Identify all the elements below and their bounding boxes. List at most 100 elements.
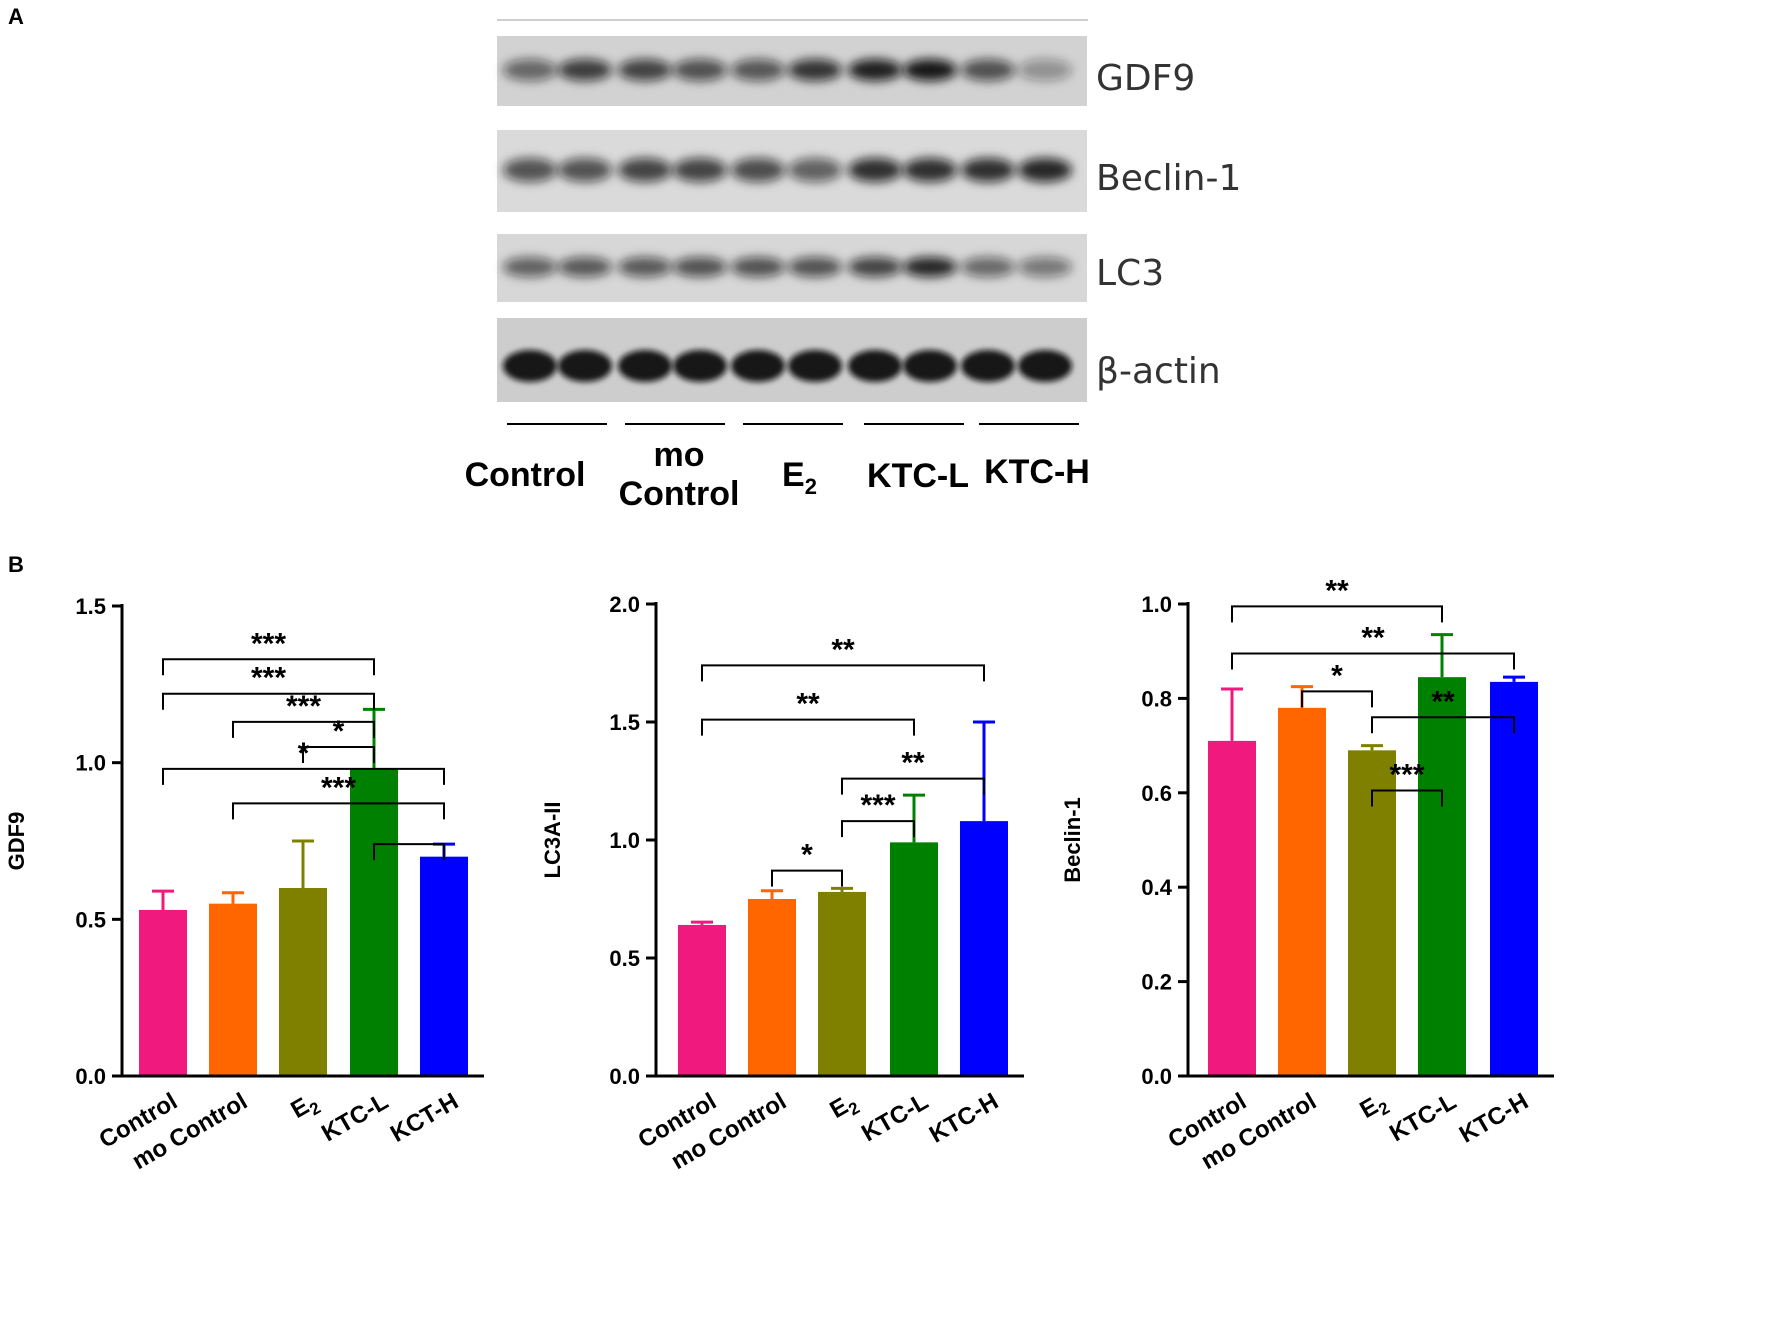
- significance-bracket: [841, 820, 915, 838]
- significance-label: *: [1331, 659, 1343, 692]
- significance-label: **: [901, 747, 925, 780]
- bar: [818, 891, 866, 1076]
- y-tick-label: 0.8: [1141, 686, 1172, 711]
- blot-band: [788, 257, 842, 277]
- bar: [1418, 677, 1466, 1076]
- category-label: KTC-H: [925, 1088, 1003, 1149]
- significance-bracket: [701, 718, 915, 736]
- panel-b-label: B: [8, 552, 24, 577]
- bar: [960, 821, 1008, 1076]
- y-tick-label: 0.5: [75, 907, 106, 932]
- blot-band: [503, 158, 557, 182]
- y-tick-label: 0.2: [1141, 970, 1172, 995]
- y-tick-label: 1.0: [1141, 592, 1172, 617]
- significance-label: ***: [1389, 758, 1424, 791]
- blot-band: [618, 158, 672, 182]
- bar: [1278, 707, 1326, 1076]
- y-tick-label: 0.0: [75, 1064, 106, 1089]
- band-label-lc3: LC3: [1096, 253, 1164, 294]
- bar: [139, 909, 187, 1076]
- bar: [1208, 740, 1256, 1076]
- blot-band: [961, 350, 1015, 382]
- bar: [350, 768, 398, 1076]
- blot-band: [788, 350, 842, 382]
- y-tick-label: 0.0: [1141, 1064, 1172, 1089]
- category-label: KTC-H: [1455, 1088, 1533, 1149]
- blot-band: [558, 59, 612, 81]
- group-label-ktc-l: KTC-L: [867, 457, 969, 495]
- group-label-e2: E2: [782, 456, 817, 499]
- blot-band: [903, 59, 957, 81]
- significance-label: *: [298, 737, 310, 770]
- blot-band: [618, 59, 672, 81]
- bar: [420, 856, 468, 1076]
- significance-bracket: [302, 746, 375, 763]
- y-axis-title: GDF9: [4, 812, 29, 871]
- y-tick-label: 0.0: [609, 1064, 640, 1089]
- significance-bracket: [373, 843, 445, 861]
- bar: [209, 903, 257, 1076]
- significance-label: **: [1431, 685, 1455, 718]
- blot-band: [673, 158, 727, 182]
- blot-band: [848, 59, 902, 81]
- group-label-control: Control: [465, 456, 586, 494]
- category-label: E2: [286, 1088, 324, 1128]
- bar: [279, 888, 327, 1076]
- significance-label: ***: [251, 627, 286, 660]
- blot-band: [788, 158, 842, 182]
- significance-bracket: [701, 664, 985, 682]
- category-label: KTC-L: [1385, 1088, 1461, 1147]
- blot-band: [731, 350, 785, 382]
- significance-bracket: [771, 869, 843, 887]
- blot-band: [673, 257, 727, 277]
- blot-band: [848, 257, 902, 277]
- y-tick-label: 1.0: [609, 828, 640, 853]
- significance-label: *: [801, 839, 813, 872]
- bar: [1490, 681, 1538, 1076]
- y-tick-label: 1.5: [75, 594, 106, 619]
- bar: [678, 924, 726, 1076]
- category-label: KCT-H: [386, 1088, 463, 1148]
- significance-bracket: [162, 658, 375, 676]
- blot-band: [903, 257, 957, 277]
- blot-band: [848, 158, 902, 182]
- y-tick-label: 0.4: [1141, 875, 1172, 900]
- blot-band: [961, 158, 1015, 182]
- significance-bracket: [841, 777, 985, 795]
- y-tick-label: 2.0: [609, 592, 640, 617]
- blot-band: [1018, 257, 1072, 277]
- blot-band: [903, 350, 957, 382]
- blot-band: [731, 158, 785, 182]
- significance-label: ***: [251, 662, 286, 695]
- band-label-actin: β-actin: [1096, 351, 1221, 392]
- significance-bracket: [1371, 789, 1443, 807]
- blot-band: [673, 350, 727, 382]
- y-tick-label: 1.5: [609, 710, 640, 735]
- blot-band: [618, 257, 672, 277]
- blot-band: [558, 158, 612, 182]
- significance-bracket: [1231, 605, 1443, 623]
- blot-band: [848, 350, 902, 382]
- blot-band: [731, 257, 785, 277]
- group-label-mo-line2: Control: [619, 475, 740, 513]
- category-label: KTC-L: [857, 1088, 933, 1147]
- significance-label: **: [1361, 622, 1385, 655]
- bar: [890, 842, 938, 1076]
- significance-label: ***: [286, 690, 321, 723]
- bar: [748, 899, 796, 1076]
- band-label-gdf9: GDF9: [1096, 58, 1195, 99]
- blot-band: [731, 59, 785, 81]
- significance-label: **: [796, 688, 820, 721]
- significance-bracket: [162, 692, 375, 710]
- y-axis-title: LC3A-II: [540, 802, 565, 879]
- blot-band: [903, 158, 957, 182]
- blot-band: [558, 257, 612, 277]
- blot-band: [961, 257, 1015, 277]
- group-label-ktc-h: KTC-H: [984, 453, 1090, 491]
- significance-label: **: [831, 633, 855, 666]
- panel-a-label: A: [8, 4, 24, 29]
- blot-band: [558, 350, 612, 382]
